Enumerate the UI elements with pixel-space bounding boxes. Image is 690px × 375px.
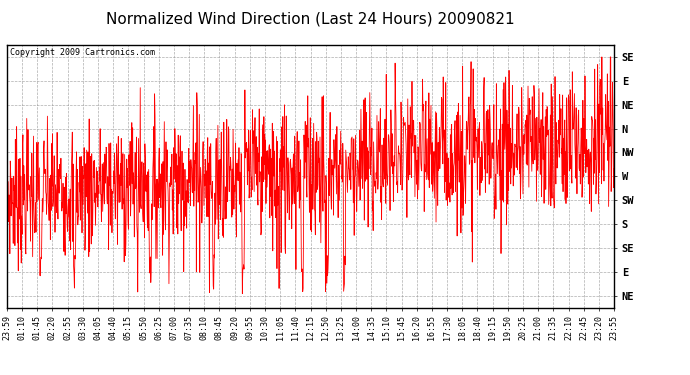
Text: Normalized Wind Direction (Last 24 Hours) 20090821: Normalized Wind Direction (Last 24 Hours… xyxy=(106,11,515,26)
Text: Copyright 2009 Cartronics.com: Copyright 2009 Cartronics.com xyxy=(10,48,155,57)
